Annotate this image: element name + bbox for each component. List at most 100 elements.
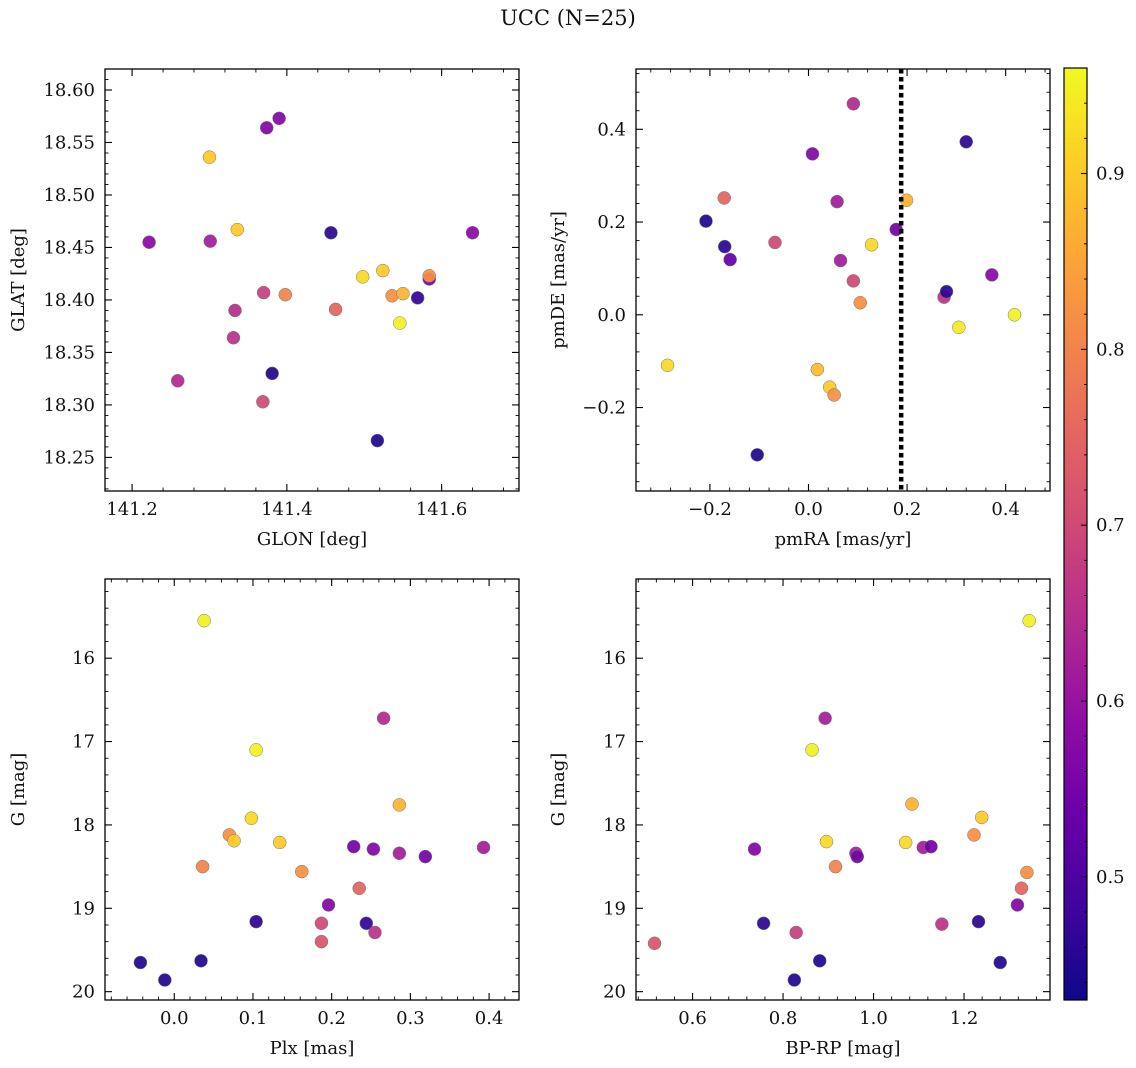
y-axis-label: G [mag] xyxy=(548,753,569,826)
data-point xyxy=(465,226,480,240)
data-point xyxy=(1014,881,1029,896)
x-axis-label: GLON [deg] xyxy=(257,529,367,550)
x-axis-label: BP-RP [mag] xyxy=(785,1038,900,1059)
data-point xyxy=(905,797,919,811)
y-tick-label: 18.45 xyxy=(43,237,95,258)
data-point xyxy=(197,613,211,628)
data-point xyxy=(376,263,390,278)
data-point xyxy=(952,320,966,335)
data-point xyxy=(142,235,156,249)
data-point xyxy=(810,362,825,377)
y-tick-label: 17 xyxy=(603,732,626,753)
data-point xyxy=(256,395,270,409)
data-point xyxy=(133,955,148,970)
figure-title: UCC (N=25) xyxy=(500,6,636,30)
x-tick-label: −0.2 xyxy=(688,499,732,520)
data-point xyxy=(699,214,713,228)
panel-1: 141.2 141.4 141.6 18.25 18.30 18.35 18.40 18.45… xyxy=(8,68,520,550)
data-point xyxy=(747,842,762,856)
colorbar-tick-label: 0.7 xyxy=(1096,515,1125,536)
data-point xyxy=(967,828,981,842)
y-tick-label: 18.35 xyxy=(43,342,95,363)
scatter-points xyxy=(660,97,1022,462)
data-point xyxy=(368,925,382,940)
data-point xyxy=(272,835,287,850)
scatter-points xyxy=(142,111,480,448)
data-point xyxy=(1007,308,1022,322)
data-point xyxy=(249,914,263,929)
axes-frame xyxy=(635,578,1051,1001)
x-tick-label: 0.2 xyxy=(893,499,922,520)
data-point xyxy=(971,914,986,929)
data-point xyxy=(392,846,407,861)
data-point xyxy=(202,150,217,164)
data-point xyxy=(314,916,329,931)
y-tick-label: 17 xyxy=(72,732,95,753)
data-point xyxy=(370,433,385,448)
data-point xyxy=(422,269,436,283)
y-tick-label: 19 xyxy=(603,898,626,919)
data-point xyxy=(418,849,433,864)
data-point xyxy=(392,798,407,812)
data-point xyxy=(846,274,861,288)
data-point xyxy=(853,295,867,310)
colorbar-tick-label: 0.5 xyxy=(1096,867,1125,888)
colorbar-tick-label: 0.8 xyxy=(1096,339,1125,360)
data-point xyxy=(249,743,263,757)
x-tick-label: 0.2 xyxy=(317,1008,346,1029)
axes-frame xyxy=(635,68,1051,492)
data-point xyxy=(647,936,662,951)
y-tick-label: 18.25 xyxy=(43,447,95,468)
colorbar-gradient xyxy=(1063,67,1088,1001)
data-point xyxy=(660,358,675,373)
data-point xyxy=(818,711,832,725)
colorbar: 0.5 0.6 0.7 0.8 0.9 xyxy=(1063,67,1125,1001)
axes-frame xyxy=(104,68,520,492)
data-point xyxy=(993,955,1007,970)
data-point xyxy=(158,973,172,987)
colorbar-tick-label: 0.6 xyxy=(1096,691,1125,712)
data-point xyxy=(833,253,848,268)
data-point xyxy=(376,711,391,725)
data-point xyxy=(226,330,241,345)
x-axis-label: pmRA [mas/yr] xyxy=(775,529,912,550)
data-point xyxy=(939,284,954,299)
y-axis-label: GLAT [deg] xyxy=(8,228,29,332)
x-tick-label: 1.2 xyxy=(950,1008,979,1029)
data-point xyxy=(366,842,381,856)
y-tick-label: 16 xyxy=(72,648,95,669)
y-tick-label: 0.0 xyxy=(597,305,626,326)
panel-2: −0.2 0.0 0.2 0.4 −0.2 0.0 0.2 0.4 pmRA [mas/yr] p… xyxy=(548,68,1051,550)
x-tick-label: 0.4 xyxy=(475,1008,504,1029)
data-point xyxy=(194,954,208,968)
data-point xyxy=(396,286,410,301)
data-point xyxy=(321,898,336,912)
data-point xyxy=(812,954,827,968)
data-point xyxy=(324,226,338,240)
data-point xyxy=(789,925,803,940)
colorbar-tick-label: 0.9 xyxy=(1096,164,1125,185)
y-axis-label: G [mag] xyxy=(8,753,29,826)
data-point xyxy=(898,835,913,850)
x-tick-label: 141.2 xyxy=(106,499,158,520)
x-axis-label: Plx [mas] xyxy=(270,1038,355,1059)
data-point xyxy=(974,810,989,825)
data-point xyxy=(328,302,343,317)
y-axis-label: pmDE [mas/yr] xyxy=(548,211,569,349)
data-point xyxy=(346,839,361,854)
y-tick-label: 18 xyxy=(72,815,95,836)
data-point xyxy=(828,859,843,874)
x-tick-label: 1.0 xyxy=(859,1008,888,1029)
data-point xyxy=(170,374,185,388)
y-tick-label: 16 xyxy=(603,648,626,669)
data-point xyxy=(359,916,374,931)
data-point xyxy=(935,917,949,931)
data-point xyxy=(846,97,861,111)
data-point xyxy=(787,973,802,987)
y-tick-label: 0.2 xyxy=(597,212,626,233)
data-point xyxy=(244,811,259,826)
x-tick-label: 0.3 xyxy=(396,1008,425,1029)
y-tick-label: 18.55 xyxy=(43,132,95,153)
x-tick-label: 141.6 xyxy=(416,499,468,520)
data-point xyxy=(314,934,329,949)
